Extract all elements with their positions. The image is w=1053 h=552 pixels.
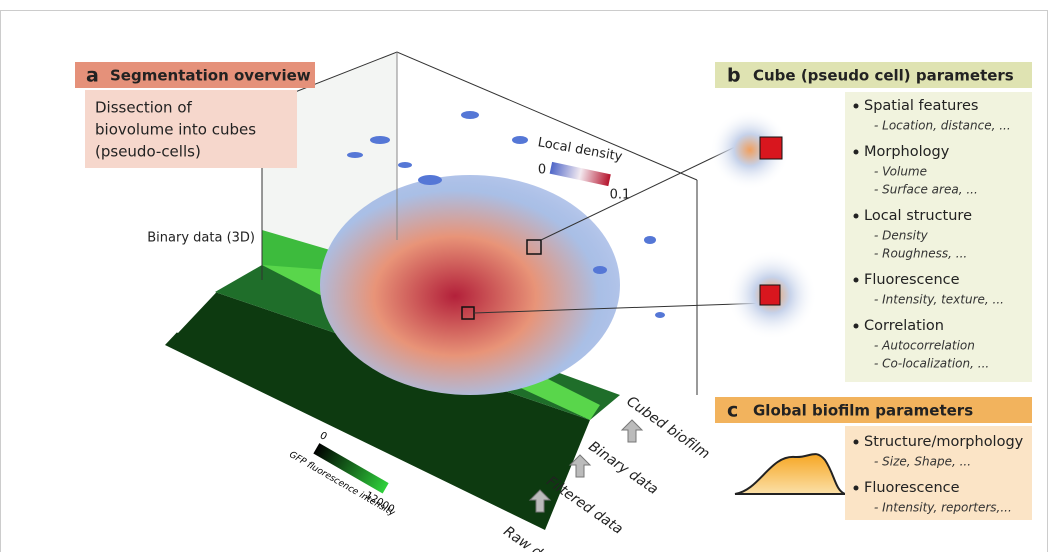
feature-name: Morphology — [864, 144, 950, 160]
density-colorbar — [550, 162, 611, 186]
feature-detail: - Intensity, reporters,... — [874, 501, 1012, 515]
feature-detail: - Volume — [874, 165, 927, 179]
binary-label: Binary data (3D) — [147, 231, 255, 246]
panel-letter: c — [727, 400, 738, 422]
panel-title: Segmentation overview — [110, 67, 311, 85]
bullet — [854, 486, 859, 491]
density-min: 0 — [538, 163, 546, 178]
description-line: (pseudo-cells) — [95, 143, 201, 161]
feature-name: Local structure — [864, 208, 972, 224]
description-line: Dissection of — [95, 99, 193, 117]
bullet — [854, 104, 859, 109]
feature-name: Correlation — [864, 318, 944, 334]
panel-title: Cube (pseudo cell) parameters — [753, 67, 1014, 85]
panel-title: Global biofilm parameters — [753, 402, 973, 420]
panel-b-art — [710, 110, 817, 340]
stage-label: Binary data — [585, 438, 661, 498]
bullet — [854, 214, 859, 219]
feature-name: Structure/morphology — [864, 434, 1024, 450]
feature-detail: - Autocorrelation — [874, 339, 975, 353]
bullet — [854, 278, 859, 283]
feature-name: Spatial features — [864, 98, 978, 114]
feature-detail: - Location, distance, ... — [874, 119, 1011, 133]
feature-name: Fluorescence — [864, 272, 960, 288]
page: {"panel_a": {"letter": "a", "title": "Se… — [0, 0, 1053, 552]
cube — [760, 137, 782, 159]
bullet — [854, 150, 859, 155]
panel-letter: b — [727, 65, 741, 87]
feature-detail: - Intensity, texture, ... — [874, 293, 1004, 307]
stage-label: Raw data — [500, 523, 563, 552]
feature-detail: - Surface area, ... — [874, 183, 978, 197]
panel-letter: a — [86, 65, 99, 87]
gfp-min: 0 — [318, 430, 329, 443]
distribution-shape — [735, 454, 845, 494]
density-title: Local density — [537, 135, 624, 165]
description-line: biovolume into cubes — [95, 121, 256, 139]
feature-detail: - Co-localization, ... — [874, 357, 989, 371]
cubed-dome — [320, 175, 620, 395]
feature-detail: - Size, Shape, ... — [874, 455, 971, 469]
bullet — [854, 440, 859, 445]
figure: a Segmentation overview Dissection of bio… — [0, 0, 1053, 552]
feature-detail: - Density — [874, 229, 929, 243]
bullet — [854, 324, 859, 329]
feature-detail: - Roughness, ... — [874, 247, 967, 261]
stage-label: Filtered data — [543, 473, 625, 537]
cube — [760, 285, 780, 305]
density-max: 0.1 — [610, 188, 631, 203]
feature-name: Fluorescence — [864, 480, 960, 496]
